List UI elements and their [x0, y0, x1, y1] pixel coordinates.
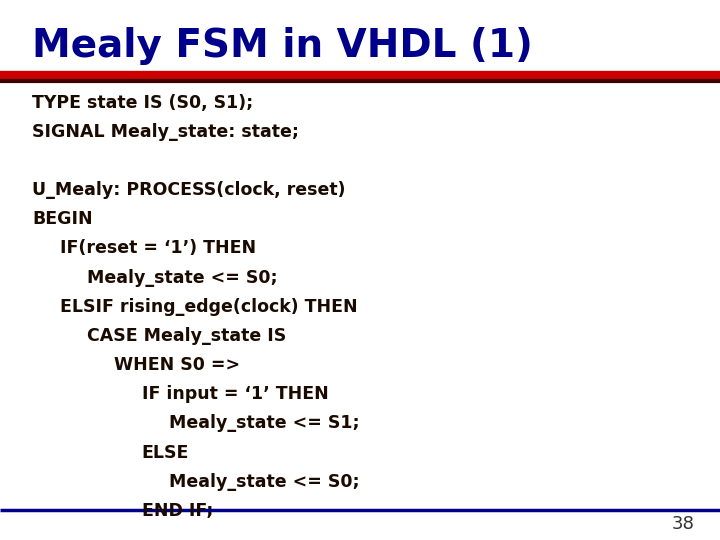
Text: Mealy_state <= S0;: Mealy_state <= S0; [87, 268, 278, 287]
Text: U_Mealy: PROCESS(clock, reset): U_Mealy: PROCESS(clock, reset) [32, 181, 346, 199]
Text: WHEN S0 =>: WHEN S0 => [114, 356, 240, 374]
Text: END IF;: END IF; [142, 502, 213, 520]
Text: Mealy_state <= S0;: Mealy_state <= S0; [169, 472, 360, 491]
Text: ELSIF rising_edge(clock) THEN: ELSIF rising_edge(clock) THEN [60, 298, 357, 316]
Text: Mealy FSM in VHDL (1): Mealy FSM in VHDL (1) [32, 27, 534, 65]
Text: ELSE: ELSE [142, 443, 189, 462]
Text: Mealy_state <= S1;: Mealy_state <= S1; [169, 414, 360, 433]
Text: TYPE state IS (S0, S1);: TYPE state IS (S0, S1); [32, 93, 253, 112]
Text: 38: 38 [672, 515, 695, 533]
Text: IF(reset = ‘1’) THEN: IF(reset = ‘1’) THEN [60, 239, 256, 258]
Text: SIGNAL Mealy_state: state;: SIGNAL Mealy_state: state; [32, 123, 300, 141]
Text: IF input = ‘1’ THEN: IF input = ‘1’ THEN [142, 385, 328, 403]
Text: BEGIN: BEGIN [32, 210, 93, 228]
Text: CASE Mealy_state IS: CASE Mealy_state IS [87, 327, 287, 345]
